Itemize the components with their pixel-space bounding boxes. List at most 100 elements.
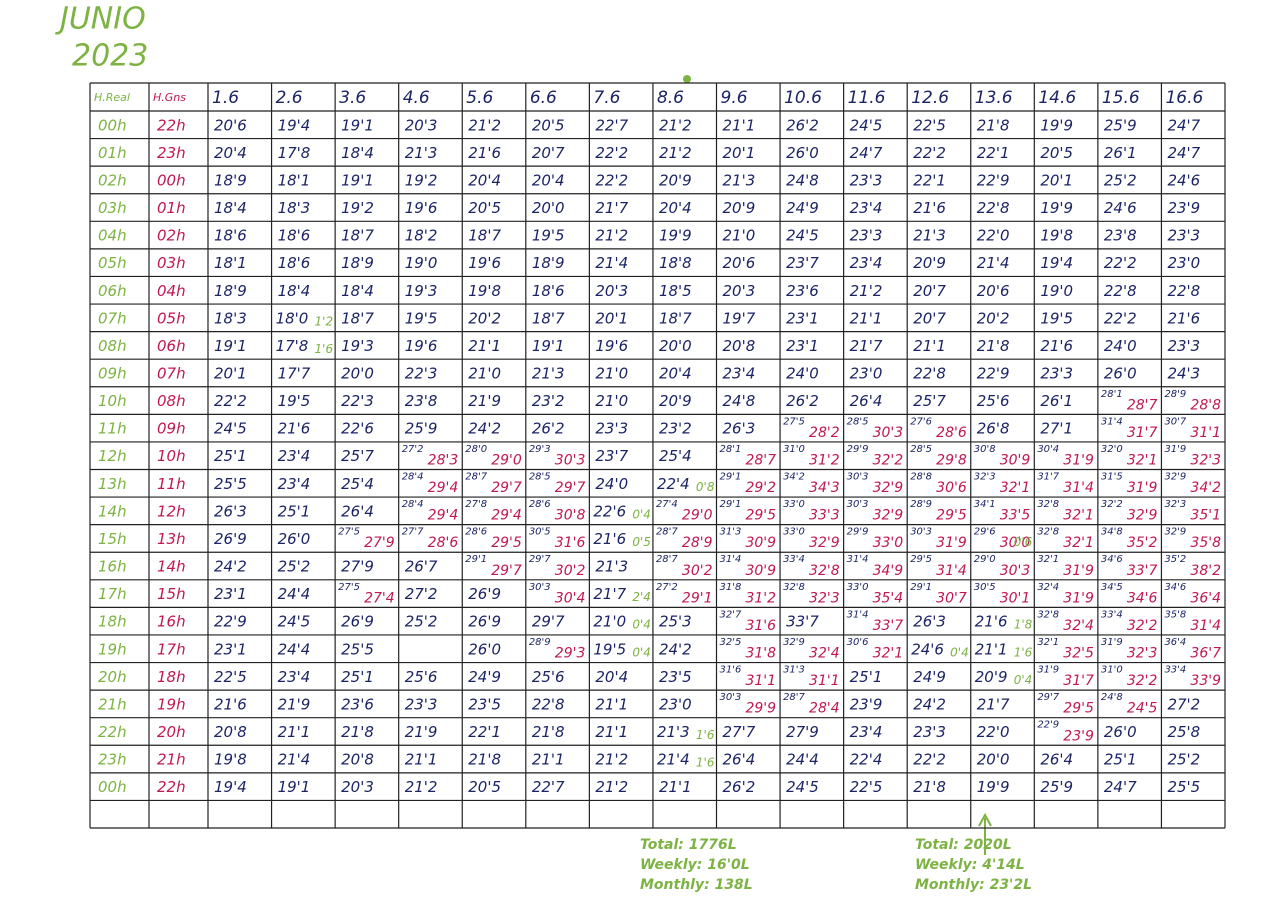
reading: 23'6 <box>786 282 819 300</box>
reading: 24'5 <box>786 778 819 796</box>
reading: 18'4 <box>341 144 374 162</box>
reading: 21'3 <box>405 144 438 162</box>
reading: 18'9 <box>341 254 374 272</box>
rain: 1'8 <box>1014 618 1033 632</box>
reading: 23'0 <box>850 364 883 382</box>
reading-max: 35'4 <box>873 590 904 606</box>
gns-hour: 16h <box>157 613 186 631</box>
reading: 31'3 <box>783 665 805 676</box>
reading: 30'5 <box>529 527 551 538</box>
reading-max: 29'4 <box>491 508 522 524</box>
reading: 22'1 <box>913 171 946 189</box>
reading: 26'7 <box>405 558 438 576</box>
reading: 21'0 <box>593 613 626 631</box>
real-hour: 08h <box>98 337 127 355</box>
column-header: 6.6 <box>530 88 557 108</box>
reading: 19'2 <box>405 171 438 189</box>
reading-max: 29'5 <box>491 535 522 551</box>
reading-max: 31'7 <box>1127 425 1158 441</box>
reading: 21'7 <box>977 695 1010 713</box>
reading: 21'2 <box>405 778 438 796</box>
column-header: 10.6 <box>784 88 822 108</box>
reading: 21'6 <box>593 530 626 548</box>
column-header: 15.6 <box>1102 88 1140 108</box>
note-line: Weekly: 16'0L <box>640 857 750 873</box>
arrow <box>978 812 992 855</box>
reading: 23'4 <box>278 475 311 493</box>
reading: 20'3 <box>341 778 374 796</box>
reading-max: 36'4 <box>1190 590 1221 606</box>
reading: 27'5 <box>338 582 360 593</box>
reading: 24'2 <box>913 695 946 713</box>
reading: 24'8 <box>786 171 819 189</box>
reading-max: 34'3 <box>809 480 840 496</box>
year: 2023 <box>72 39 148 74</box>
reading: 31'3 <box>720 527 742 538</box>
reading: 31'8 <box>720 582 742 593</box>
reading-max: 29'7 <box>555 480 586 496</box>
reading: 20'7 <box>913 282 946 300</box>
reading: 25'7 <box>341 447 374 465</box>
reading: 23'5 <box>659 668 692 686</box>
reading: 26'0 <box>1104 723 1137 741</box>
reading: 22'2 <box>913 751 946 769</box>
reading-max: 32'2 <box>873 453 904 469</box>
real-hour: 12h <box>98 447 127 465</box>
reading-max: 32'9 <box>873 508 904 524</box>
reading: 33'0 <box>847 582 869 593</box>
gns-hour: 22h <box>157 116 186 134</box>
reading: 27'8 <box>465 499 487 510</box>
reading: 26'9 <box>468 613 501 631</box>
rain: 0'5 <box>632 535 651 549</box>
reading-max: 29'3 <box>555 646 586 662</box>
reading-max: 32'2 <box>1127 673 1158 689</box>
reading: 20'5 <box>1040 144 1073 162</box>
reading: 20'4 <box>468 171 501 189</box>
reading: 28'9 <box>529 637 551 648</box>
column-header: H.Gns <box>153 91 186 104</box>
reading: 20'8 <box>214 723 247 741</box>
reading: 29'7 <box>532 613 565 631</box>
reading: 24'7 <box>1167 144 1200 162</box>
reading: 24'4 <box>786 751 819 769</box>
title: JUNIO <box>55 2 146 37</box>
reading: 23'3 <box>1167 227 1200 245</box>
reading: 28'9 <box>1164 389 1186 400</box>
reading: 31'9 <box>1037 665 1059 676</box>
reading: 20'4 <box>659 199 692 217</box>
reading: 28'7 <box>656 554 678 565</box>
reading: 32'9 <box>783 637 805 648</box>
reading: 28'4 <box>402 499 424 510</box>
reading: 20'5 <box>532 116 565 134</box>
reading: 31'4 <box>847 609 869 620</box>
reading: 22'9 <box>977 171 1010 189</box>
reading: 32'9 <box>1164 472 1186 483</box>
rain: 1'6 <box>315 342 334 356</box>
reading: 26'0 <box>468 640 501 658</box>
reading: 28'5 <box>910 444 932 455</box>
reading: 22'5 <box>913 116 946 134</box>
reading: 18'7 <box>468 227 501 245</box>
reading: 22'2 <box>214 392 247 410</box>
reading: 27'9 <box>786 723 819 741</box>
gns-hour: 17h <box>157 640 186 658</box>
reading: 21'3 <box>913 227 946 245</box>
reading-max: 31'9 <box>1063 563 1094 579</box>
reading: 21'8 <box>468 751 501 769</box>
reading: 25'4 <box>659 447 692 465</box>
reading: 23'3 <box>1167 337 1200 355</box>
column-header: 7.6 <box>593 88 620 108</box>
reading: 23'0 <box>1167 254 1200 272</box>
reading-max: 29'0 <box>682 508 713 524</box>
reading: 23'4 <box>850 723 883 741</box>
reading-max: 35'8 <box>1190 535 1221 551</box>
rain: 1'6 <box>1014 645 1033 659</box>
reading: 18'9 <box>214 171 247 189</box>
note-line: Monthly: 138L <box>640 877 753 893</box>
reading-max: 30'2 <box>682 563 713 579</box>
reading: 26'9 <box>341 613 374 631</box>
reading: 19'1 <box>214 337 247 355</box>
reading: 23'4 <box>278 447 311 465</box>
reading: 22'2 <box>595 144 628 162</box>
